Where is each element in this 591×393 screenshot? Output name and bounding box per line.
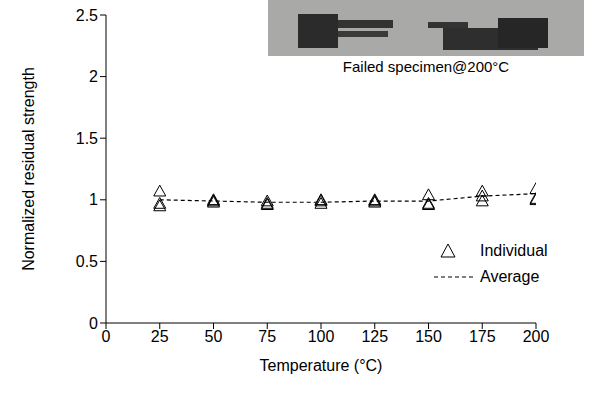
svg-text:200: 200 xyxy=(523,328,550,345)
svg-text:0.5: 0.5 xyxy=(76,253,98,270)
svg-text:Temperature (°C): Temperature (°C) xyxy=(260,357,383,374)
svg-text:175: 175 xyxy=(469,328,496,345)
html-text:Average: Average xyxy=(480,268,540,285)
html-text:Individual: Individual xyxy=(480,242,548,259)
svg-text:150: 150 xyxy=(415,328,442,345)
svg-text:0: 0 xyxy=(102,328,111,345)
svg-text:Normalized residual strength: Normalized residual strength xyxy=(20,67,37,271)
svg-text:50: 50 xyxy=(205,328,223,345)
svg-text:1.5: 1.5 xyxy=(76,130,98,147)
svg-text:25: 25 xyxy=(151,328,169,345)
svg-text:75: 75 xyxy=(258,328,276,345)
svg-text:2: 2 xyxy=(89,68,98,85)
svg-text:0: 0 xyxy=(89,315,98,332)
svg-text:100: 100 xyxy=(308,328,335,345)
svg-text:2.5: 2.5 xyxy=(76,7,98,24)
svg-text:125: 125 xyxy=(361,328,388,345)
html-text:Failed specimen@200°C: Failed specimen@200°C xyxy=(342,58,510,75)
svg-text:1: 1 xyxy=(89,191,98,208)
